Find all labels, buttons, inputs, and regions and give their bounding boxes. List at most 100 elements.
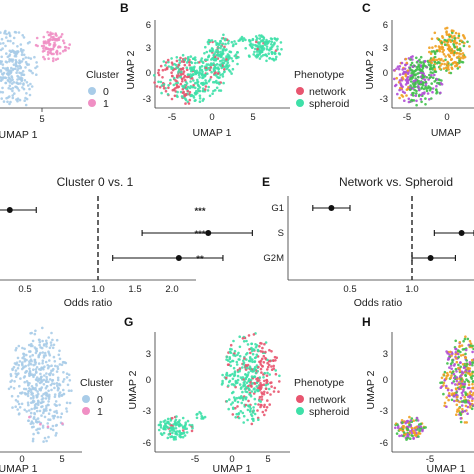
cell-cycle-point: [450, 47, 454, 51]
phenotype-point: [219, 50, 222, 54]
cell-cycle-point: [417, 75, 420, 79]
cell-cycle-point: [395, 432, 399, 435]
phenotype-point: [262, 376, 265, 379]
phenotype-point: [165, 66, 169, 69]
cell-cycle-point: [452, 395, 456, 398]
panel-c-y-tick-label: 3: [383, 43, 388, 54]
cluster-0-point: [34, 420, 38, 424]
cluster-0-point: [34, 368, 38, 371]
cluster-0-point: [48, 373, 52, 377]
phenotype-point: [231, 59, 235, 63]
phenotype-point: [206, 89, 210, 92]
cluster-0-point: [46, 366, 50, 370]
cluster-1-point: [45, 47, 48, 51]
panel-b-y-tick-label: 3: [146, 43, 151, 54]
phenotype-point: [221, 72, 224, 76]
phenotype-point: [209, 66, 213, 69]
phenotype-point: [256, 389, 260, 393]
panel-c-x-tick-label: -5: [403, 112, 411, 123]
cluster-0-point: [1, 47, 4, 50]
cluster-1-point: [56, 57, 60, 61]
cell-cycle-point: [431, 46, 434, 49]
cell-cycle-point: [447, 356, 451, 360]
phenotype-point: [248, 393, 251, 396]
phenotype-point: [257, 418, 260, 422]
phenotype-point: [243, 383, 247, 387]
phenotype-point: [264, 356, 267, 360]
cluster-0-point: [27, 403, 30, 407]
cluster-0-point: [54, 424, 58, 427]
cell-cycle-point: [406, 75, 410, 79]
phenotype-point: [201, 89, 205, 93]
cell-cycle-point: [430, 61, 434, 64]
cell-cycle-point: [402, 434, 405, 438]
phenotype-point: [164, 68, 167, 71]
phenotype-point: [213, 66, 216, 69]
cluster-0-point: [12, 63, 16, 66]
phenotype-point: [199, 59, 203, 62]
phenotype-point: [257, 403, 260, 406]
cell-cycle-point: [457, 352, 460, 356]
cluster-0-point: [27, 409, 31, 412]
phenotype-point: [214, 71, 217, 74]
cluster-0-point: [32, 363, 35, 367]
phenotype-point: [167, 60, 170, 64]
cluster-0-point: [24, 60, 28, 64]
cluster-0-point: [58, 382, 61, 386]
cell-cycle-point: [464, 352, 467, 356]
panel-f-x-tick-label: 5: [59, 454, 64, 465]
cell-cycle-point: [464, 393, 468, 396]
cell-cycle-point: [402, 426, 405, 430]
cluster-0-point: [33, 55, 36, 59]
cluster-0-point: [9, 380, 12, 384]
cluster-0-point: [0, 76, 3, 79]
phenotype-point: [249, 410, 252, 413]
phenotype-point: [275, 39, 278, 42]
phenotype-point: [186, 85, 190, 89]
phenotype-point: [178, 58, 181, 62]
cell-cycle-point: [420, 71, 423, 75]
phenotype-point: [163, 419, 167, 422]
cell-cycle-point: [393, 84, 397, 88]
cell-cycle-point: [438, 78, 441, 82]
phenotype-point: [235, 396, 239, 400]
phenotype-point: [241, 376, 245, 379]
cluster-0-point: [33, 373, 36, 377]
panel-f-x-axis-label: UMAP 1: [0, 463, 38, 474]
phenotype-point: [205, 81, 208, 85]
cluster-0-point: [55, 338, 59, 342]
phenotype-point: [175, 66, 178, 70]
phenotype-point: [167, 433, 171, 436]
cell-cycle-point: [462, 56, 465, 60]
cluster-0-point: [8, 34, 12, 37]
cluster-0-point: [45, 372, 48, 375]
phenotype-point: [188, 86, 192, 90]
cell-cycle-point: [471, 374, 474, 378]
cell-cycle-point: [455, 360, 459, 364]
cluster-1-point: [58, 52, 62, 55]
phenotype-point: [266, 399, 269, 402]
cell-cycle-point: [438, 67, 442, 70]
cell-cycle-point: [411, 65, 415, 68]
cluster-0-point: [29, 397, 33, 400]
phenotype-point: [162, 83, 166, 86]
cell-cycle-point: [420, 86, 424, 89]
phenotype-point: [255, 344, 259, 347]
phenotype-point: [189, 55, 193, 58]
phenotype-point: [263, 342, 266, 346]
phenotype-point: [207, 85, 210, 89]
panel-d: Cluster 0 vs. 1 ******** 0.5 1.0 1.5 2.0…: [0, 175, 253, 309]
cell-cycle-point: [431, 87, 435, 90]
cluster-0-point: [61, 380, 65, 383]
cell-cycle-point: [463, 421, 467, 424]
phenotype-point: [247, 384, 250, 388]
cell-cycle-point: [468, 386, 471, 390]
cell-cycle-point: [409, 74, 412, 78]
phenotype-point: [258, 34, 261, 37]
cell-cycle-point: [471, 370, 474, 374]
phenotype-point: [251, 37, 255, 41]
cluster-0-point: [52, 417, 55, 420]
cluster-0-point: [45, 378, 49, 381]
phenotype-point: [182, 72, 185, 76]
